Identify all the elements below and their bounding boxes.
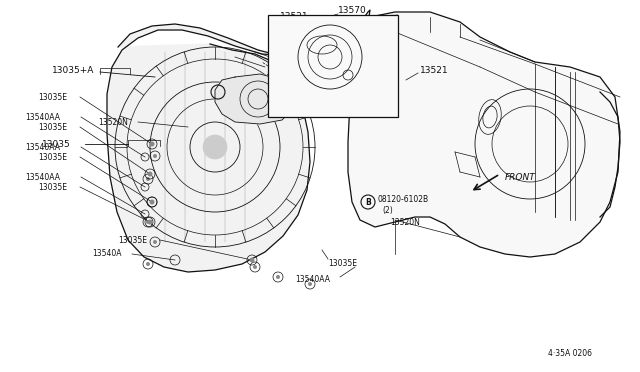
- Circle shape: [150, 199, 154, 205]
- Text: 13520N: 13520N: [390, 218, 420, 227]
- Text: (2): (2): [382, 205, 393, 215]
- Text: B: B: [215, 87, 221, 96]
- Text: 13540AA: 13540AA: [295, 276, 330, 285]
- Text: 13035E: 13035E: [38, 93, 67, 102]
- Circle shape: [153, 154, 157, 158]
- Text: 13035E: 13035E: [38, 153, 67, 161]
- Circle shape: [150, 200, 154, 204]
- Circle shape: [203, 135, 227, 159]
- Circle shape: [253, 265, 257, 269]
- Text: 13520NB: 13520NB: [248, 96, 283, 105]
- Text: 13520NA: 13520NA: [227, 106, 269, 115]
- Text: 13520NC: 13520NC: [248, 83, 283, 92]
- Text: 4·35A 0206: 4·35A 0206: [548, 350, 592, 359]
- Circle shape: [147, 219, 152, 224]
- Text: (2): (2): [232, 96, 243, 105]
- Text: 13540AA: 13540AA: [25, 112, 60, 122]
- Circle shape: [150, 141, 154, 147]
- Circle shape: [276, 275, 280, 279]
- Text: 13570: 13570: [338, 6, 367, 15]
- Text: 13520N: 13520N: [98, 118, 128, 126]
- Text: 13520ND: 13520ND: [248, 109, 284, 119]
- Text: 13035E: 13035E: [38, 183, 67, 192]
- Text: 13035+A: 13035+A: [52, 65, 94, 74]
- Circle shape: [146, 262, 150, 266]
- Text: FRONT: FRONT: [505, 173, 536, 182]
- Text: 13540A: 13540A: [92, 250, 122, 259]
- Polygon shape: [348, 12, 620, 257]
- Text: 13540AA: 13540AA: [25, 142, 60, 151]
- Polygon shape: [107, 10, 370, 272]
- Text: 08120-6102B: 08120-6102B: [378, 195, 429, 203]
- Circle shape: [147, 171, 152, 176]
- Circle shape: [146, 177, 150, 181]
- FancyBboxPatch shape: [268, 15, 398, 117]
- Circle shape: [250, 257, 255, 263]
- Text: 13521: 13521: [420, 65, 449, 74]
- Text: 13035E: 13035E: [38, 122, 67, 131]
- Circle shape: [308, 282, 312, 286]
- Text: 13035E: 13035E: [118, 235, 147, 244]
- Text: 13521: 13521: [280, 12, 308, 20]
- Polygon shape: [215, 74, 295, 124]
- Text: 13035: 13035: [42, 140, 71, 148]
- Circle shape: [153, 240, 157, 244]
- Text: 13540AA: 13540AA: [25, 173, 60, 182]
- Circle shape: [146, 220, 150, 224]
- Text: 13035E: 13035E: [328, 260, 357, 269]
- Text: 08120-6102B: 08120-6102B: [228, 84, 279, 93]
- Text: B: B: [365, 198, 371, 206]
